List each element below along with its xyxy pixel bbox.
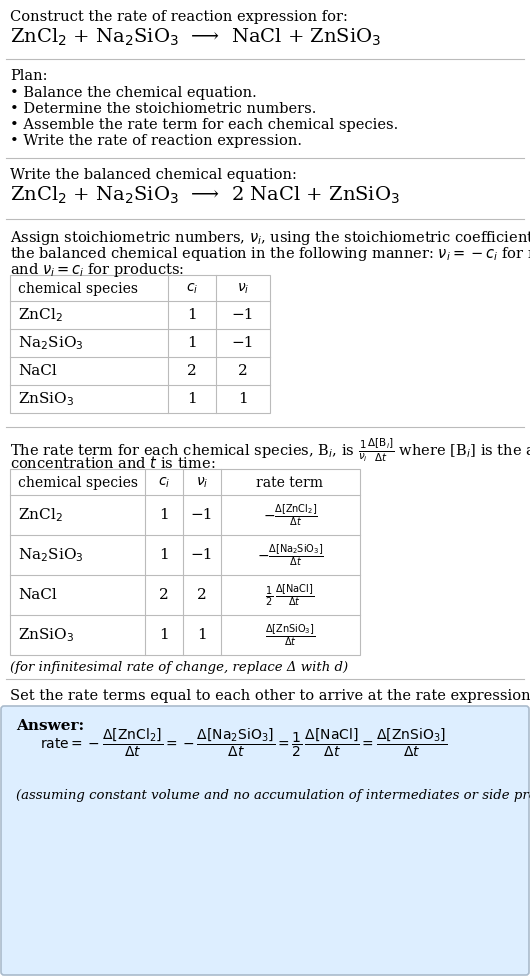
Text: • Determine the stoichiometric numbers.: • Determine the stoichiometric numbers. xyxy=(10,102,316,116)
Text: NaCl: NaCl xyxy=(18,588,57,602)
Text: NaCl: NaCl xyxy=(18,364,57,378)
Text: $c_i$: $c_i$ xyxy=(186,282,198,296)
Text: $\nu_i$: $\nu_i$ xyxy=(196,475,208,490)
Text: (for infinitesimal rate of change, replace Δ with d): (for infinitesimal rate of change, repla… xyxy=(10,661,348,674)
Text: ZnSiO$_3$: ZnSiO$_3$ xyxy=(18,627,74,644)
Text: rate term: rate term xyxy=(257,476,323,490)
Text: $\mathrm{rate} = -\dfrac{\Delta[\mathrm{ZnCl_2}]}{\Delta t} = -\dfrac{\Delta[\ma: $\mathrm{rate} = -\dfrac{\Delta[\mathrm{… xyxy=(40,727,447,759)
Text: Na$_2$SiO$_3$: Na$_2$SiO$_3$ xyxy=(18,334,84,352)
Text: ZnSiO$_3$: ZnSiO$_3$ xyxy=(18,390,74,408)
Text: 1: 1 xyxy=(159,548,169,562)
Text: Answer:: Answer: xyxy=(16,719,84,733)
Text: $-\frac{\Delta[\mathrm{Na_2SiO_3}]}{\Delta t}$: $-\frac{\Delta[\mathrm{Na_2SiO_3}]}{\Del… xyxy=(257,542,323,568)
Text: Set the rate terms equal to each other to arrive at the rate expression:: Set the rate terms equal to each other t… xyxy=(10,689,530,703)
Text: Construct the rate of reaction expression for:: Construct the rate of reaction expressio… xyxy=(10,10,348,24)
Bar xyxy=(10,275,270,413)
Text: ZnCl$_2$: ZnCl$_2$ xyxy=(18,507,63,524)
Text: $\frac{1}{2}\,\frac{\Delta[\mathrm{NaCl}]}{\Delta t}$: $\frac{1}{2}\,\frac{\Delta[\mathrm{NaCl}… xyxy=(266,582,314,608)
Text: chemical species: chemical species xyxy=(18,476,138,490)
Text: 1: 1 xyxy=(159,508,169,522)
Text: $-\frac{\Delta[\mathrm{ZnCl_2}]}{\Delta t}$: $-\frac{\Delta[\mathrm{ZnCl_2}]}{\Delta … xyxy=(262,502,317,528)
Text: −1: −1 xyxy=(191,508,213,522)
Text: 1: 1 xyxy=(187,392,197,406)
Text: Na$_2$SiO$_3$: Na$_2$SiO$_3$ xyxy=(18,547,84,564)
Text: • Write the rate of reaction expression.: • Write the rate of reaction expression. xyxy=(10,134,302,148)
Bar xyxy=(10,469,360,655)
Text: $\frac{\Delta[\mathrm{ZnSiO_3}]}{\Delta t}$: $\frac{\Delta[\mathrm{ZnSiO_3}]}{\Delta … xyxy=(265,622,315,648)
Text: Assign stoichiometric numbers, $\nu_i$, using the stoichiometric coefficients, $: Assign stoichiometric numbers, $\nu_i$, … xyxy=(10,229,530,247)
Text: 1: 1 xyxy=(197,628,207,642)
Text: 2: 2 xyxy=(159,588,169,602)
Text: −1: −1 xyxy=(232,336,254,350)
Text: $c_i$: $c_i$ xyxy=(158,475,170,490)
Text: and $\nu_i = c_i$ for products:: and $\nu_i = c_i$ for products: xyxy=(10,261,184,279)
Text: The rate term for each chemical species, B$_i$, is $\frac{1}{\nu_i}\frac{\Delta[: The rate term for each chemical species,… xyxy=(10,437,530,465)
Text: Write the balanced chemical equation:: Write the balanced chemical equation: xyxy=(10,168,297,182)
Text: $\nu_i$: $\nu_i$ xyxy=(237,282,249,296)
Text: (assuming constant volume and no accumulation of intermediates or side products): (assuming constant volume and no accumul… xyxy=(16,789,530,802)
Text: −1: −1 xyxy=(191,548,213,562)
Text: 1: 1 xyxy=(159,628,169,642)
Text: 2: 2 xyxy=(187,364,197,378)
Text: • Assemble the rate term for each chemical species.: • Assemble the rate term for each chemic… xyxy=(10,118,398,132)
Text: 2: 2 xyxy=(238,364,248,378)
Text: 1: 1 xyxy=(187,308,197,322)
Text: ZnCl$_2$ + Na$_2$SiO$_3$  ⟶  NaCl + ZnSiO$_3$: ZnCl$_2$ + Na$_2$SiO$_3$ ⟶ NaCl + ZnSiO$… xyxy=(10,27,381,48)
Text: 1: 1 xyxy=(187,336,197,350)
Text: Plan:: Plan: xyxy=(10,69,48,83)
Text: chemical species: chemical species xyxy=(18,282,138,296)
Text: • Balance the chemical equation.: • Balance the chemical equation. xyxy=(10,86,257,100)
Text: −1: −1 xyxy=(232,308,254,322)
Text: concentration and $t$ is time:: concentration and $t$ is time: xyxy=(10,455,216,471)
Text: ZnCl$_2$: ZnCl$_2$ xyxy=(18,306,63,324)
Text: ZnCl$_2$ + Na$_2$SiO$_3$  ⟶  2 NaCl + ZnSiO$_3$: ZnCl$_2$ + Na$_2$SiO$_3$ ⟶ 2 NaCl + ZnSi… xyxy=(10,185,400,206)
FancyBboxPatch shape xyxy=(1,706,529,975)
Text: 1: 1 xyxy=(238,392,248,406)
Text: the balanced chemical equation in the following manner: $\nu_i = -c_i$ for react: the balanced chemical equation in the fo… xyxy=(10,245,530,263)
Text: 2: 2 xyxy=(197,588,207,602)
